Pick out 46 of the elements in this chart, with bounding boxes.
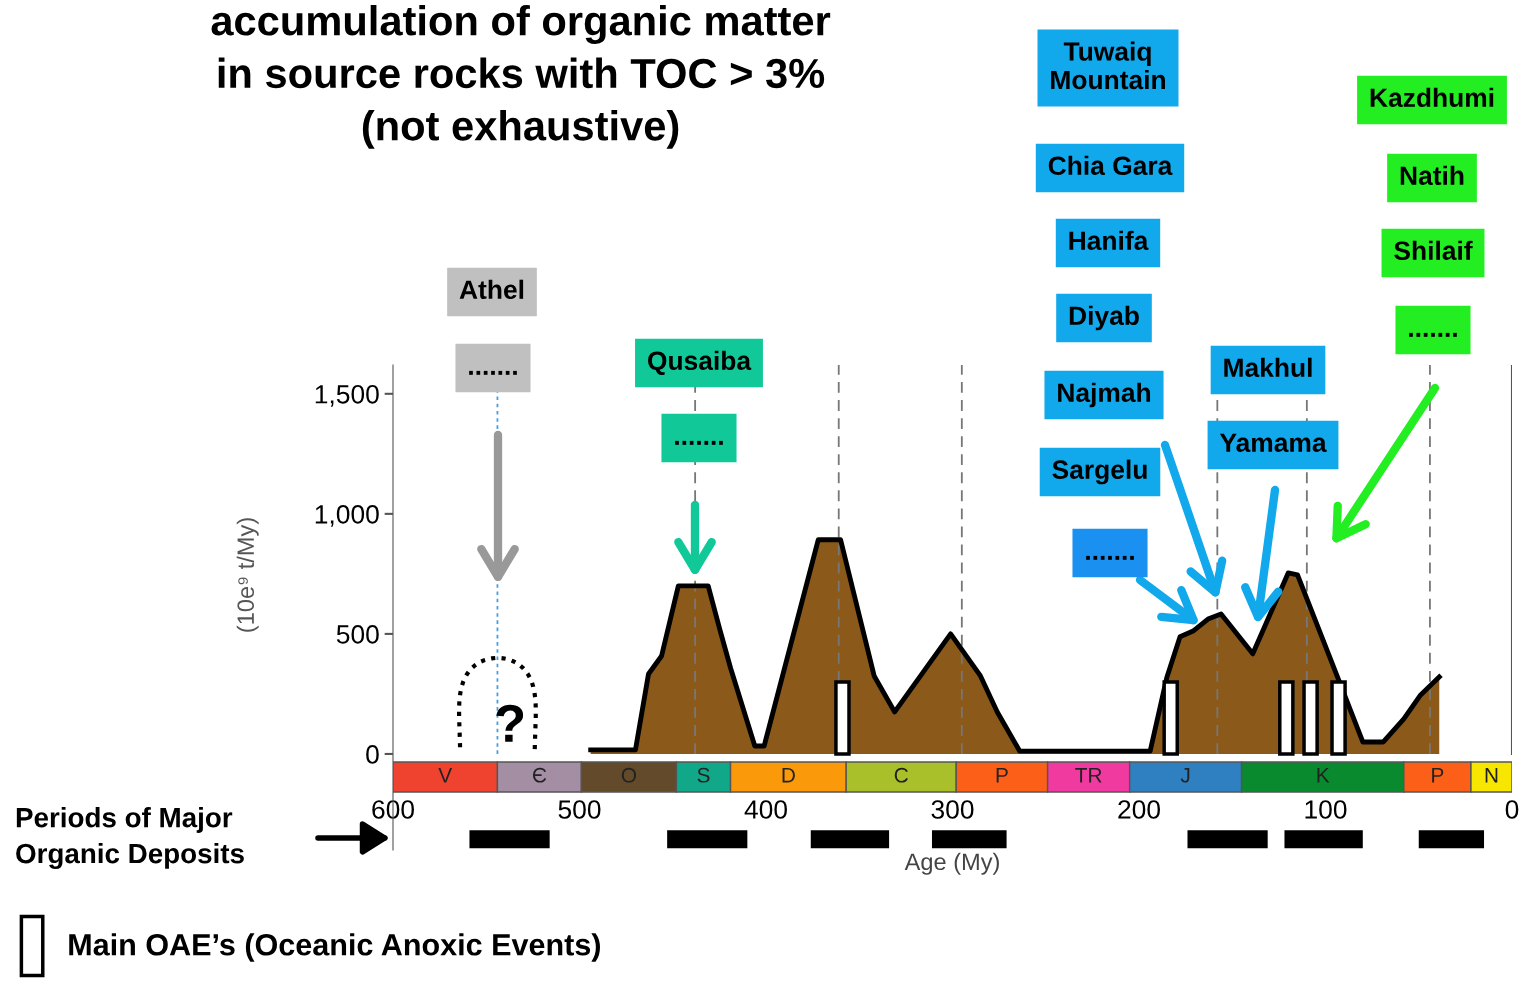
x-tick-label: 200 xyxy=(1118,800,1160,819)
text: ....... xyxy=(1409,332,1457,337)
band-label: J xyxy=(1180,768,1190,783)
text: Chia Gara xyxy=(1048,155,1173,176)
annotation: Qusaiba xyxy=(648,350,752,376)
text: Diyab xyxy=(1069,305,1139,331)
band-label: P xyxy=(996,768,1008,783)
x-tick-label: 400 xyxy=(744,800,787,819)
annotation: Yamama xyxy=(1219,433,1327,453)
band-label: N xyxy=(1485,768,1498,783)
x-tick-label: 0 xyxy=(1505,800,1519,819)
chart-title: accumulation of organic matter in source rocks with TOC > 3% (not exhaustive) xyxy=(211,4,831,149)
band-label: S xyxy=(697,767,710,783)
text: Athel xyxy=(459,279,524,300)
text: Tuwaiq Mountain xyxy=(1051,41,1165,90)
band-label: K xyxy=(1317,768,1330,783)
band-label: V xyxy=(438,768,453,783)
annotation: Sargelu xyxy=(1052,459,1147,485)
band-label: P xyxy=(1432,768,1444,783)
annotation: ? xyxy=(496,704,524,742)
band-label: TR xyxy=(1075,768,1102,783)
band-label: D xyxy=(782,768,795,783)
band-label: Є xyxy=(532,767,547,783)
text: Shilaif xyxy=(1394,240,1473,261)
annotation: Makhul xyxy=(1224,357,1312,378)
annotation: ....... xyxy=(469,370,517,375)
x-tick-label: 300 xyxy=(931,800,974,819)
y-tick-label: 0 xyxy=(366,745,379,764)
x-tick-label: 100 xyxy=(1305,800,1347,819)
annotation: Najmah xyxy=(1058,382,1151,408)
x-axis-title: Age (My) xyxy=(904,852,999,875)
y-tick-label: 1,000 xyxy=(315,505,379,527)
x-tick-label: 600 xyxy=(372,800,414,819)
y-tick-label: 500 xyxy=(336,625,379,644)
x-tick-label: 500 xyxy=(558,800,601,819)
text: Periods of Major Organic Deposits xyxy=(16,807,244,869)
annotation: ....... xyxy=(1086,555,1134,560)
text: Natih xyxy=(1400,165,1464,186)
text: Kazdhumi xyxy=(1370,87,1494,108)
band-label: O xyxy=(621,767,637,783)
y-tick-label: 1,500 xyxy=(315,384,379,407)
legend-label: Main OAE’s (Oceanic Anoxic Events) xyxy=(69,933,600,962)
band-label: C xyxy=(894,767,908,783)
text: Hanifa xyxy=(1069,230,1149,251)
annotation: ....... xyxy=(675,440,723,445)
y-axis-title: (10e⁹ t/My) xyxy=(236,518,259,632)
